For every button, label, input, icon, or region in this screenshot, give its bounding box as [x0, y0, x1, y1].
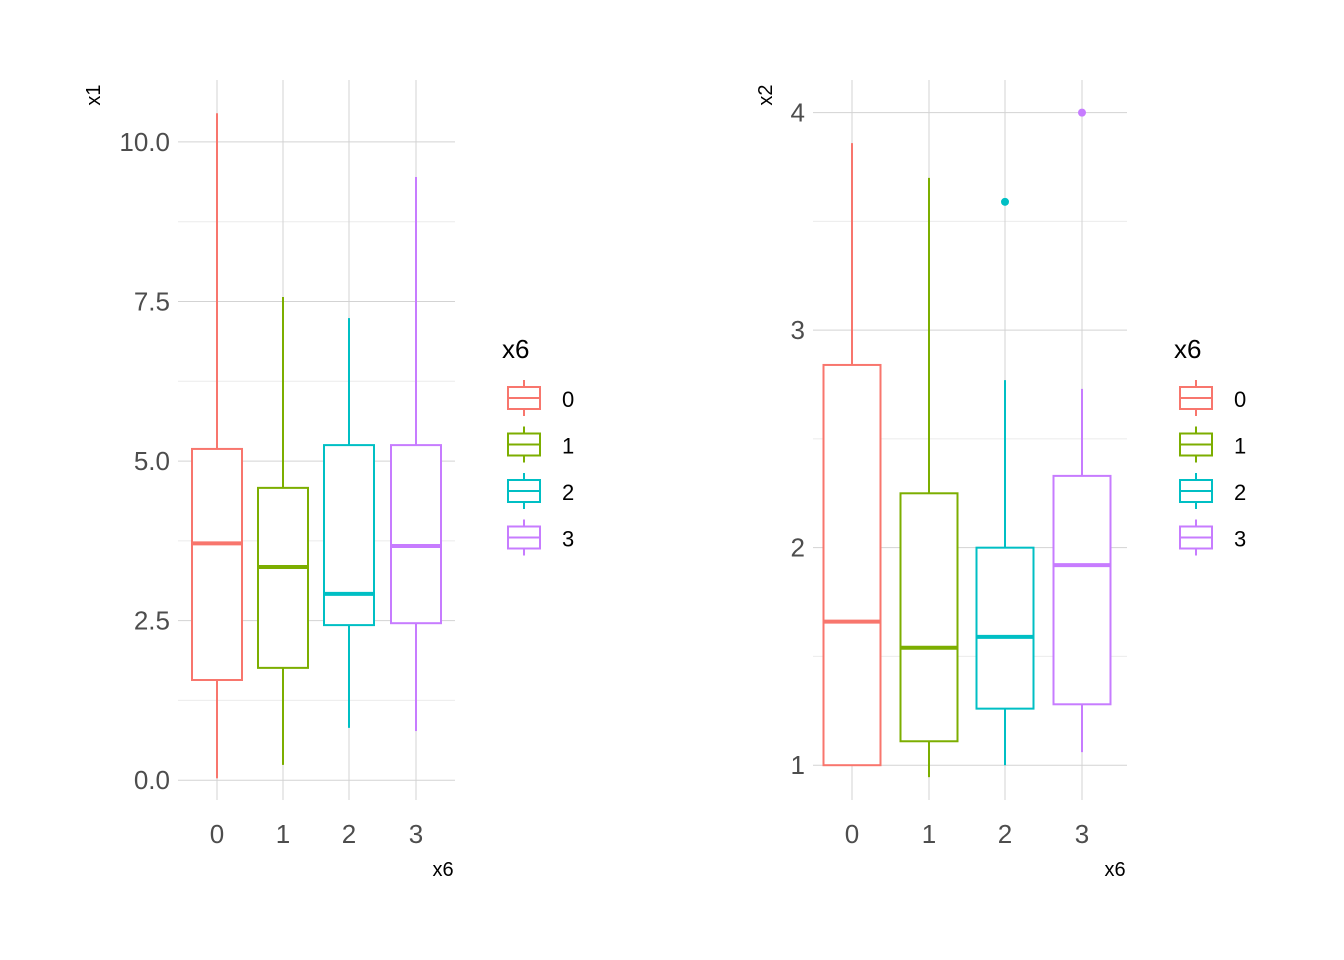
y-tick-label: 3 [791, 315, 805, 345]
box-1 [899, 492, 959, 743]
legend-label: 1 [1234, 434, 1246, 459]
legend-title: x6 [1174, 334, 1201, 364]
x-tick-label: 0 [210, 819, 224, 849]
x-tick-label: 1 [922, 819, 936, 849]
y-tick-label: 2 [791, 533, 805, 563]
legend-label: 2 [562, 480, 574, 505]
box-0 [191, 447, 243, 681]
y-tick-label: 5.0 [134, 446, 170, 476]
legend-label: 3 [1234, 527, 1246, 552]
y-tick-label: 10.0 [119, 127, 170, 157]
legend-label: 0 [1234, 387, 1246, 412]
box-2 [323, 444, 375, 627]
y-tick-label: 4 [791, 98, 805, 128]
box-3 [1052, 474, 1112, 706]
x-axis-label: x6 [1104, 859, 1125, 881]
x-tick-label: 2 [998, 819, 1012, 849]
box-0 [822, 363, 882, 767]
y-axis-label: x1 [83, 84, 105, 105]
x-axis-label: x6 [432, 859, 453, 881]
x-tick-label: 1 [276, 819, 290, 849]
y-tick-label: 1 [791, 750, 805, 780]
x-tick-label: 2 [342, 819, 356, 849]
y-tick-label: 0.0 [134, 765, 170, 795]
outlier-point [1001, 197, 1009, 206]
y-tick-label: 2.5 [134, 606, 170, 636]
outlier-point [1078, 108, 1086, 117]
x-tick-label: 3 [409, 819, 423, 849]
box-2 [975, 546, 1035, 710]
box-1 [257, 486, 309, 669]
legend-label: 3 [562, 527, 574, 552]
box-3 [390, 444, 442, 625]
y-axis-label: x2 [755, 84, 777, 105]
y-tick-label: 7.5 [134, 286, 170, 316]
x-tick-label: 3 [1075, 819, 1089, 849]
legend-label: 2 [1234, 480, 1246, 505]
x-tick-label: 0 [845, 819, 859, 849]
legend-title: x6 [502, 334, 529, 364]
legend-label: 0 [562, 387, 574, 412]
legend-label: 1 [562, 434, 574, 459]
